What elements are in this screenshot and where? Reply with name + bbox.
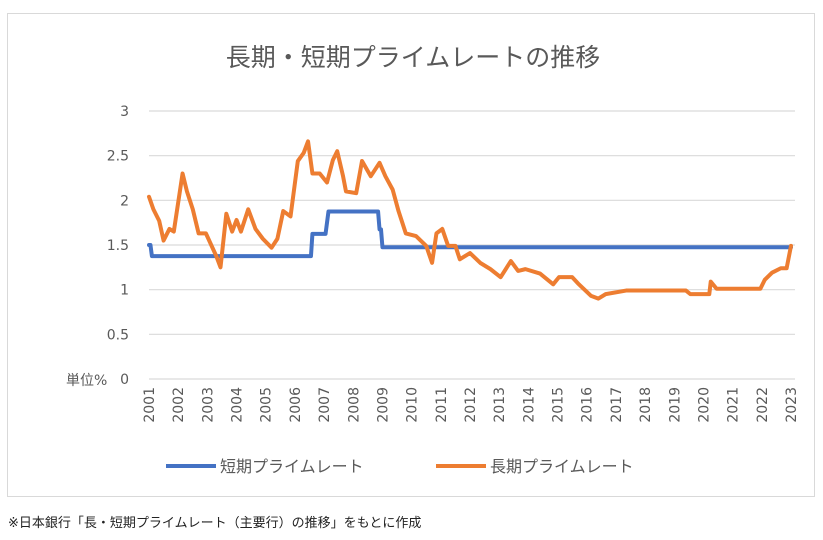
x-tick-label: 2006 <box>288 387 304 423</box>
x-tick-label: 2004 <box>230 387 246 423</box>
source-note: ※日本銀行「長・短期プライムレート（主要行）の推移」をもとに作成 <box>8 516 422 531</box>
x-tick-label: 2003 <box>200 387 216 423</box>
y-tick-label: 0 <box>120 372 129 388</box>
x-tick-label: 2005 <box>259 387 275 423</box>
line-chart: 長期・短期プライムレートの推移 0 0.5 1 1.5 2 2.5 3 2001 2002 20… <box>66 43 800 476</box>
chart-frame: 長期・短期プライムレートの推移 0 0.5 1 1.5 2 2.5 3 2001 2002 20… <box>7 13 815 497</box>
x-tick-label: 2015 <box>551 387 567 423</box>
x-tick-label: 2012 <box>463 387 479 423</box>
series-line-long-term <box>147 139 793 301</box>
y-tick-label: 1 <box>120 283 129 299</box>
y-tick-label: 2 <box>120 193 129 209</box>
x-tick-label: 2022 <box>755 387 771 423</box>
x-tick-label: 2023 <box>784 387 800 423</box>
x-tick-label: 2021 <box>726 387 742 423</box>
x-tick-label: 2014 <box>521 387 537 423</box>
x-tick-label: 2007 <box>317 387 333 423</box>
series-line-short-term <box>147 209 793 259</box>
y-tick-label: 2.5 <box>107 149 129 165</box>
x-tick-label: 2020 <box>696 387 712 423</box>
x-tick-label: 2008 <box>346 387 362 423</box>
legend-label: 短期プライムレート <box>220 457 364 476</box>
x-tick-label: 2018 <box>638 387 654 423</box>
y-tick-label: 0.5 <box>107 327 129 343</box>
x-tick-label: 2017 <box>609 387 625 423</box>
x-tick-label: 2013 <box>492 387 508 423</box>
legend-label: 長期プライムレート <box>490 457 634 476</box>
y-tick-label: 3 <box>120 104 129 120</box>
x-tick-label: 2010 <box>405 387 421 423</box>
x-tick-label: 2001 <box>142 387 158 423</box>
y-tick-label: 1.5 <box>107 238 129 254</box>
y-axis-label: 単位% <box>66 373 107 389</box>
x-tick-label: 2009 <box>375 387 391 423</box>
chart-title: 長期・短期プライムレートの推移 <box>226 43 601 72</box>
x-tick-label: 2002 <box>171 387 187 423</box>
x-tick-label: 2016 <box>580 387 596 423</box>
x-tick-label: 2011 <box>434 387 450 423</box>
x-tick-label: 2019 <box>667 387 683 423</box>
